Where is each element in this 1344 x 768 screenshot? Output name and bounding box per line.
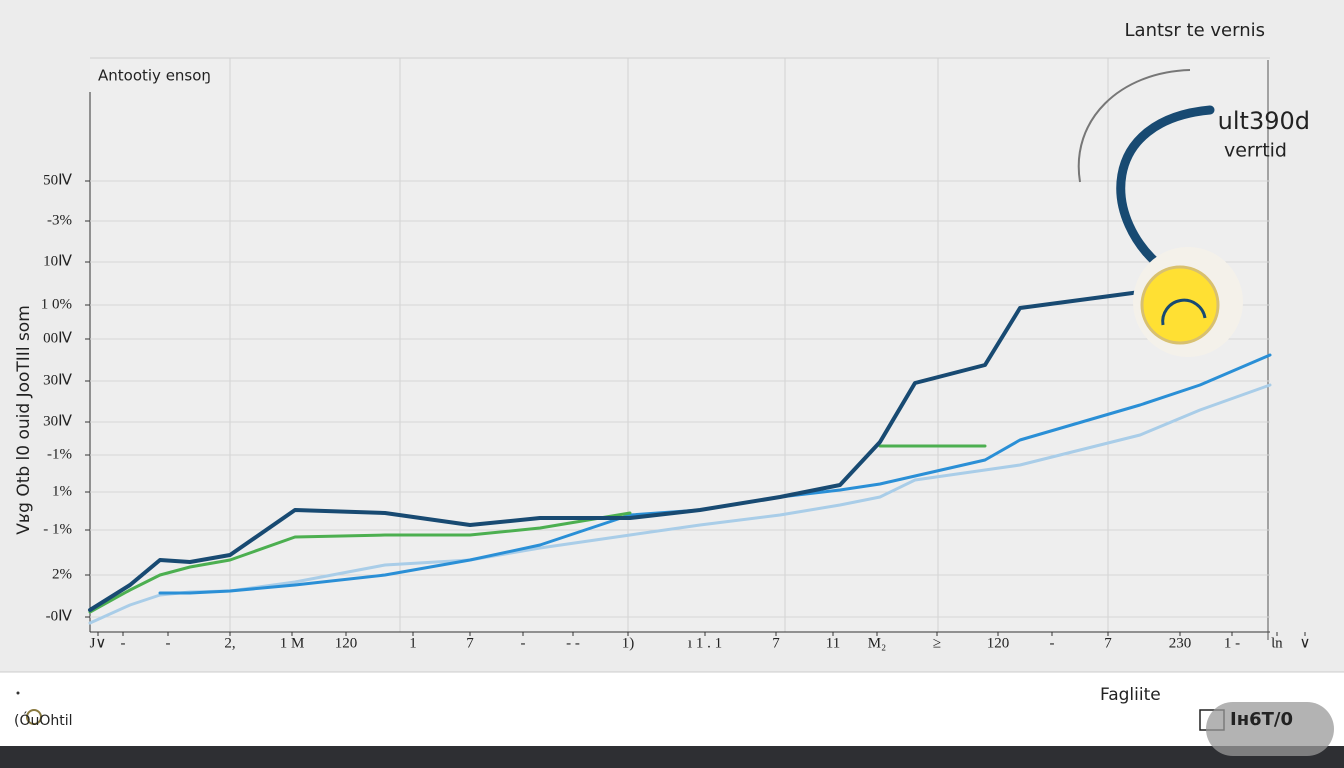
x-tick-label: 11 [826, 635, 840, 651]
footer-legend-label: Fagliite [1100, 685, 1161, 705]
callout-arc [1077, 69, 1191, 183]
y-tick-label: -3% [47, 212, 72, 228]
x-tick-label: ı 1 . 1 [688, 635, 722, 651]
y-tick-label: -0Ⅳ [46, 608, 72, 624]
y-tick-label: - 1% [43, 521, 72, 537]
y-tick-label: 00Ⅳ [43, 330, 72, 346]
plot-area [90, 58, 1270, 632]
x-tick-label: 7 [772, 635, 780, 651]
x-tick-label: - [1050, 635, 1055, 651]
footer-value: Iн6Т/0 [1230, 709, 1293, 730]
annotation: verrtid [1224, 140, 1287, 162]
y-tick-label: 1 0% [41, 296, 72, 312]
footer-panel [0, 672, 1344, 746]
line-series [88, 290, 1142, 612]
x-tick-label: M₂ [868, 635, 887, 651]
callout-pointer [1116, 105, 1215, 275]
marker [1140, 265, 1220, 345]
x-tick-label: - [521, 635, 526, 651]
footer-left-label: (ÓuOhtil [14, 711, 73, 729]
footer-icon [26, 709, 42, 725]
x-tick-label: 7 [1104, 635, 1112, 651]
x-tick-label: J∨ [90, 635, 107, 651]
y-tick-label: 2% [52, 566, 72, 582]
bottom-bar [0, 746, 1344, 768]
y-tick-label: 30Ⅳ [43, 372, 72, 388]
annotation: ult390d [1218, 107, 1310, 135]
footer-button[interactable] [1206, 702, 1334, 756]
x-tick-label: - [121, 635, 126, 651]
x-tick-label: - - [566, 635, 580, 651]
chart-title: Antootiy ensoŋ [98, 67, 211, 85]
x-tick-label: ∨ [1300, 635, 1311, 651]
x-tick-label: 120 [335, 635, 358, 651]
x-tick-label: ≥ [933, 635, 941, 651]
chart-subtitle: Lantsr te vernis [1125, 20, 1265, 41]
y-axis-label: Vʁg Otb l0 ouid JooTIIl som [14, 305, 34, 535]
y-tick-label: -1% [47, 446, 72, 462]
x-tick-label: - [166, 635, 171, 651]
footer-dot [16, 691, 20, 695]
marker-ring [1161, 298, 1207, 326]
x-tick-label: 1 - [1224, 635, 1240, 651]
x-tick-label: 230 [1169, 635, 1192, 651]
line-series [88, 444, 987, 614]
x-tick-label: 7 [466, 635, 474, 651]
x-tick-label: 120 [987, 635, 1010, 651]
x-tick-label: 1 M [280, 635, 305, 651]
y-tick-label: 50Ⅳ [43, 172, 72, 188]
y-tick-label: 30Ⅳ [43, 413, 72, 429]
y-tick-label: 10Ⅳ [43, 253, 72, 269]
x-tick-label: 1 [409, 635, 417, 651]
y-tick-label: 1% [52, 483, 72, 499]
x-tick-label: Ɩn [1270, 635, 1283, 651]
x-tick-label: 2, [224, 635, 235, 651]
x-tick-label: 1) [622, 635, 635, 651]
